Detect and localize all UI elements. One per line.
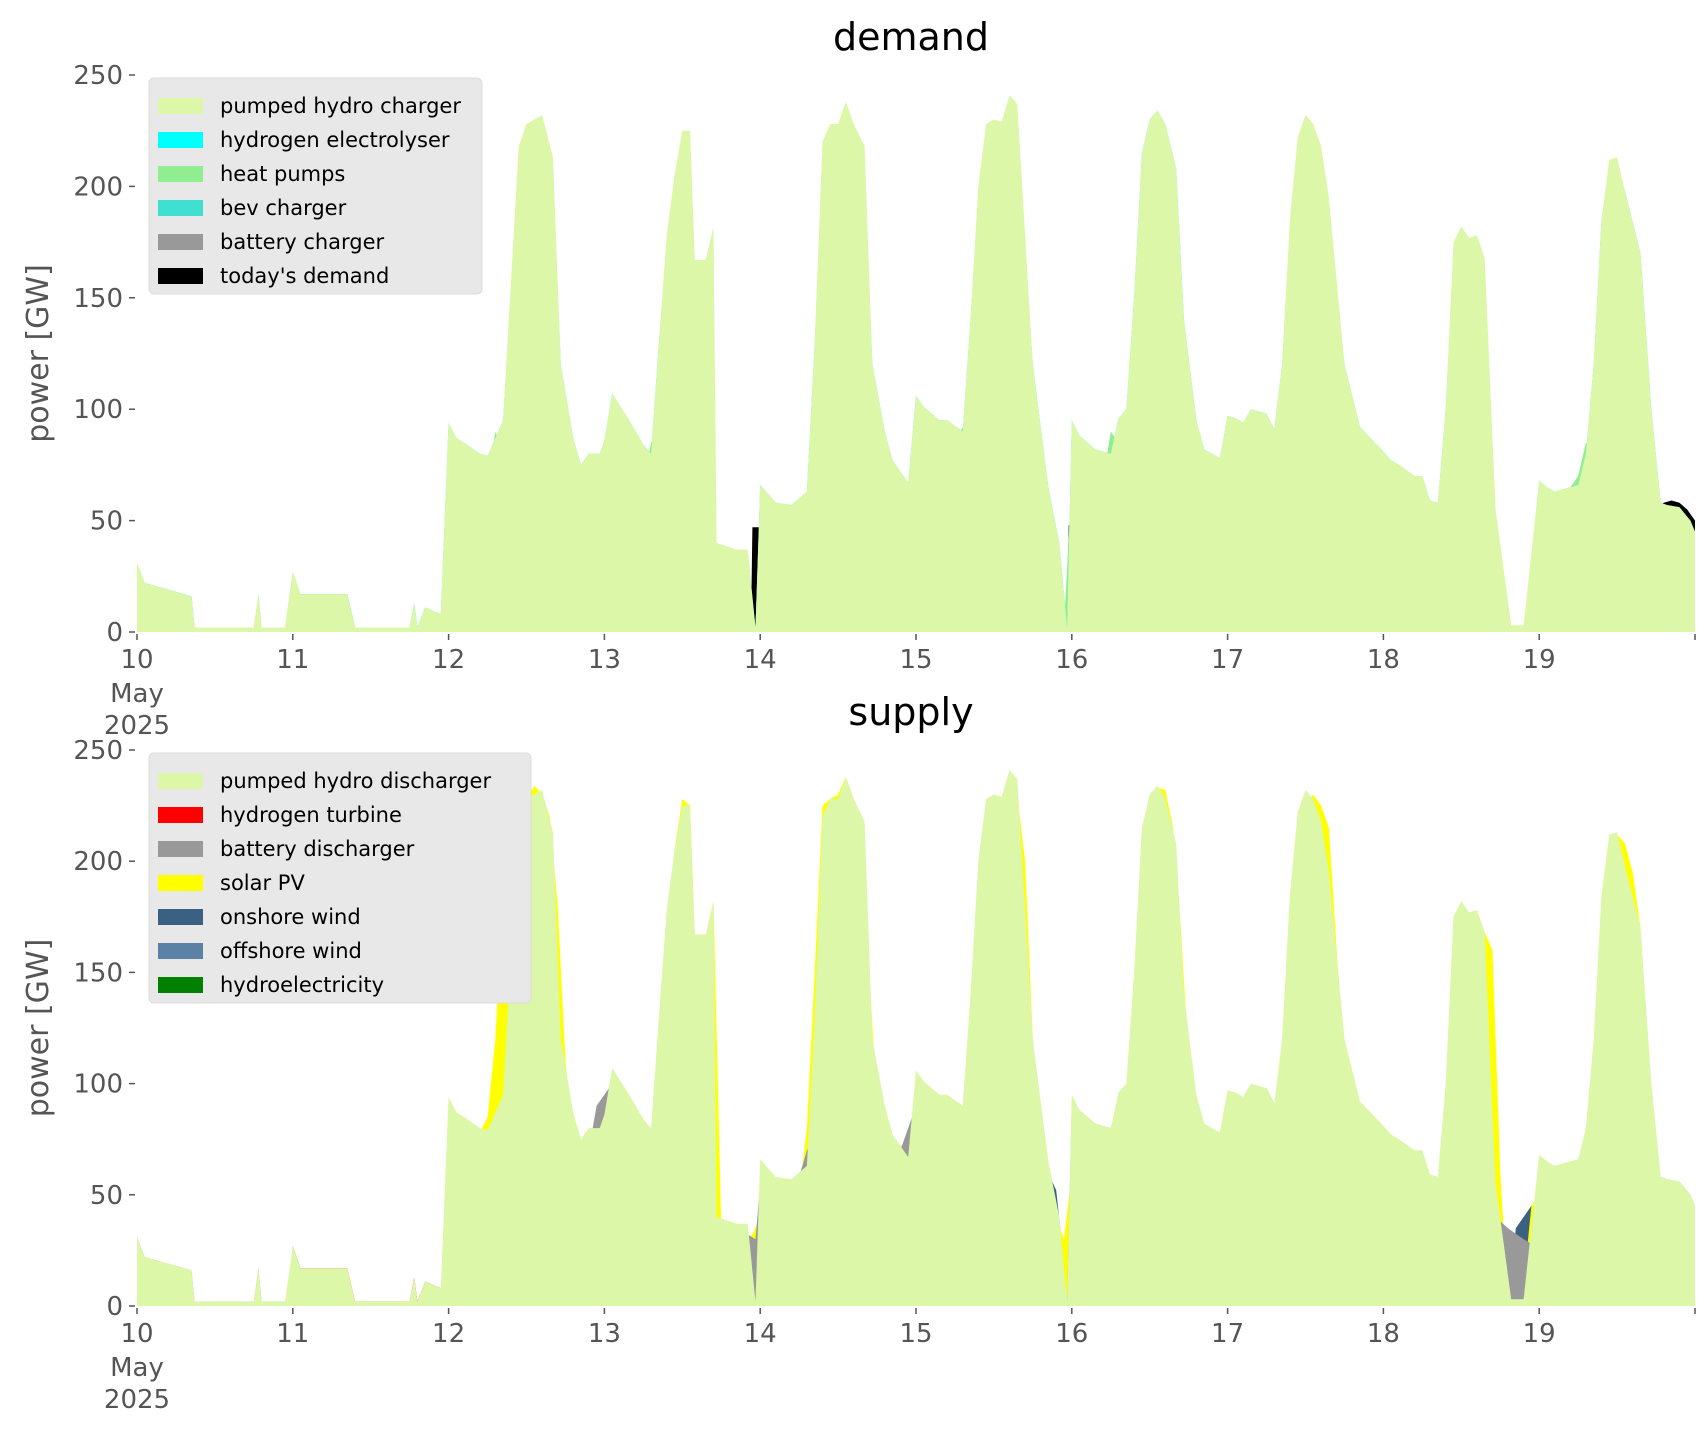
x-tick-label: 14 — [744, 645, 777, 675]
legend-swatch-onshore-wind — [158, 909, 203, 925]
x-tick-label: 15 — [899, 645, 932, 675]
legend-swatch-today-s-demand — [158, 268, 203, 284]
legend-swatch-heat-pumps — [158, 166, 203, 182]
legend-label-solar-pv: solar PV — [220, 871, 305, 895]
legend-swatch-solar-pv — [158, 875, 203, 891]
y-tick-label: 50 — [90, 1181, 123, 1211]
x-tick-label: 10 — [120, 1319, 153, 1349]
legend-label-heat-pumps: heat pumps — [220, 162, 345, 186]
x-tick-label: 14 — [744, 1319, 777, 1349]
x-tick-label: 13 — [588, 645, 621, 675]
x-tick-label: 12 — [432, 645, 465, 675]
x-tick-label: 19 — [1523, 1319, 1556, 1349]
legend-box — [148, 77, 483, 295]
legend-label-battery-discharger: battery discharger — [220, 837, 415, 861]
legend-swatch-battery-discharger — [158, 841, 203, 857]
y-tick-label: 0 — [106, 1292, 123, 1322]
y-axis-label: power [GW] — [21, 939, 56, 1118]
x-tick-label: 18 — [1367, 1319, 1400, 1349]
legend-label-hydrogen-electrolyser: hydrogen electrolyser — [220, 128, 450, 152]
x-tick-label: 10 — [120, 645, 153, 675]
legend-label-battery-charger: battery charger — [220, 230, 385, 254]
x-tick-label: 13 — [588, 1319, 621, 1349]
legend-label-today-s-demand: today's demand — [220, 264, 389, 288]
legend-swatch-hydroelectricity — [158, 977, 203, 993]
legend-swatch-hydrogen-electrolyser — [158, 132, 203, 148]
x-tick-sublabel: May — [110, 679, 164, 709]
y-tick-label: 0 — [106, 618, 123, 648]
x-tick-label: 19 — [1523, 645, 1556, 675]
legend-box — [148, 752, 532, 1004]
y-tick-label: 200 — [73, 847, 123, 877]
legend-swatch-offshore-wind — [158, 943, 203, 959]
y-tick-label: 150 — [73, 958, 123, 988]
x-tick-label: 18 — [1367, 645, 1400, 675]
chart-title: demand — [833, 15, 989, 59]
x-tick-label: 12 — [432, 1319, 465, 1349]
x-tick-sublabel: 2025 — [104, 711, 170, 741]
chart-title: supply — [848, 690, 973, 734]
legend: pumped hydro discharger hydrogen turbine b… — [148, 752, 532, 1004]
x-tick-label: 16 — [1055, 1319, 1088, 1349]
y-tick-label: 250 — [73, 736, 123, 766]
x-tick-label: 15 — [899, 1319, 932, 1349]
x-tick-label: 11 — [276, 1319, 309, 1349]
legend-swatch-hydrogen-turbine — [158, 807, 203, 823]
legend-swatch-bev-charger — [158, 200, 203, 216]
legend-label-offshore-wind: offshore wind — [220, 939, 362, 963]
y-tick-label: 150 — [73, 284, 123, 314]
x-tick-sublabel: 2025 — [104, 1385, 170, 1415]
y-tick-label: 250 — [73, 61, 123, 91]
y-tick-label: 50 — [90, 507, 123, 537]
area-pumped-hydro-charger — [137, 95, 1695, 633]
x-tick-label: 16 — [1055, 645, 1088, 675]
legend-label-bev-charger: bev charger — [220, 196, 347, 220]
legend-swatch-pumped-hydro-discharger — [158, 773, 203, 789]
x-tick-label: 17 — [1211, 1319, 1244, 1349]
legend-swatch-pumped-hydro-charger — [158, 98, 203, 114]
y-tick-label: 100 — [73, 395, 123, 425]
legend: pumped hydro charger hydrogen electrolyse… — [148, 77, 483, 295]
y-tick-label: 200 — [73, 172, 123, 202]
x-tick-sublabel: May — [110, 1353, 164, 1383]
x-tick-label: 11 — [276, 645, 309, 675]
legend-label-hydrogen-turbine: hydrogen turbine — [220, 803, 402, 827]
y-tick-label: 100 — [73, 1070, 123, 1100]
legend-label-onshore-wind: onshore wind — [220, 905, 361, 929]
x-tick-label: 17 — [1211, 645, 1244, 675]
y-axis-label: power [GW] — [21, 264, 56, 443]
legend-label-pumped-hydro-discharger: pumped hydro discharger — [220, 769, 491, 793]
legend-label-pumped-hydro-charger: pumped hydro charger — [220, 94, 461, 118]
legend-swatch-battery-charger — [158, 234, 203, 250]
legend-label-hydroelectricity: hydroelectricity — [220, 973, 384, 997]
